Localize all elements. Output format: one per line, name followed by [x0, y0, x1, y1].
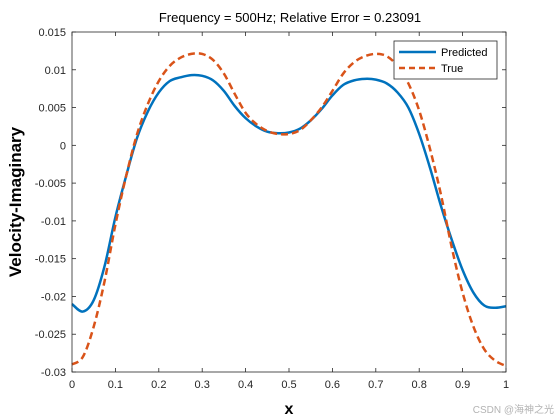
legend-label-true: True: [441, 63, 463, 75]
legend-label-predicted: Predicted: [441, 47, 487, 59]
series-line-true: [71, 52, 507, 368]
x-tick-label: 0.7: [368, 379, 383, 391]
x-tick-label: 0: [69, 379, 75, 391]
x-tick-label: 1: [503, 379, 509, 391]
x-tick-label: 0.8: [412, 379, 427, 391]
y-tick-label: -0.025: [35, 329, 66, 341]
plot-area: [72, 32, 506, 372]
y-tick-label: -0.015: [35, 254, 66, 266]
legend: Predicted True: [393, 40, 498, 80]
y-tick-label: 0.01: [45, 65, 66, 77]
x-tick-label: 0.6: [325, 379, 340, 391]
x-tick-label: 0.9: [455, 379, 470, 391]
y-tick-label: -0.01: [41, 216, 66, 228]
y-tick-label: 0: [60, 140, 66, 152]
y-tick-label: -0.02: [41, 291, 66, 303]
y-tick-label: 0.005: [38, 103, 66, 115]
watermark: CSDN @海神之光: [472, 405, 554, 416]
y-tick-label: 0.015: [38, 27, 66, 39]
y-axis: -0.03 -0.025 -0.02 -0.015 -0.01 -0.005 0 0.005 0…: [35, 27, 506, 379]
x-tick-label: 0.1: [108, 379, 123, 391]
series-line-predicted: [71, 73, 507, 313]
y-tick-label: -0.005: [35, 178, 66, 190]
x-axis-label: x: [285, 401, 294, 418]
series-layer: [71, 52, 507, 368]
legend-box: [393, 40, 498, 80]
x-tick-label: 0.3: [195, 379, 210, 391]
y-tick-label: -0.03: [41, 367, 66, 379]
x-tick-label: 0.5: [281, 379, 296, 391]
x-tick-label: 0.4: [238, 379, 253, 391]
x-axis: 0 0.1 0.2 0.3 0.4 0.5 0.6 0.7 0.8 0.9 1: [69, 32, 509, 391]
x-tick-label: 0.2: [151, 379, 166, 391]
y-axis-label: Velocity-Imaginary: [6, 126, 25, 277]
chart-title: Frequency = 500Hz; Relative Error = 0.23…: [159, 10, 421, 25]
